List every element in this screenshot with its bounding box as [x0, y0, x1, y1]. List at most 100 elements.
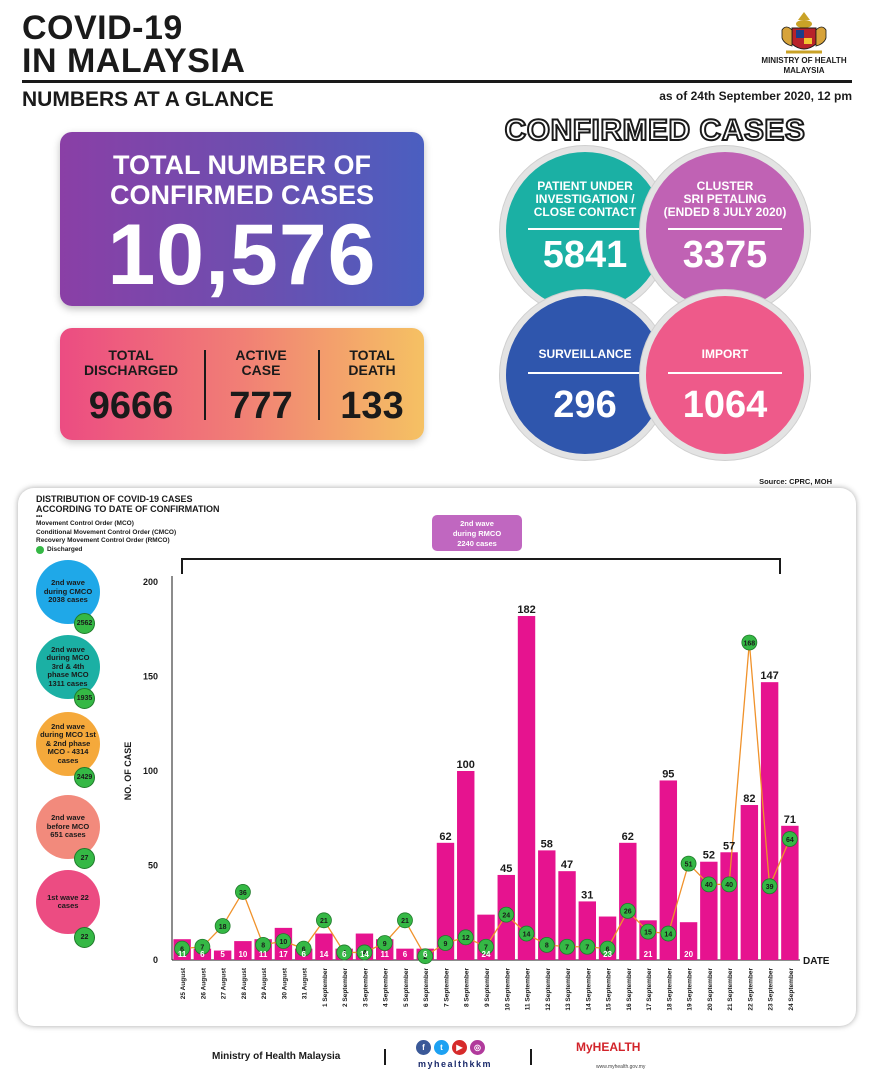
discharged-value-label: 36 — [239, 890, 247, 897]
bar-value-label: 6 — [403, 950, 408, 959]
twitter-icon[interactable]: t — [434, 1040, 449, 1055]
stat-discharged-label: TOTAL DISCHARGED — [60, 348, 202, 378]
discharged-point — [559, 938, 575, 955]
x-tick-label: 31 August — [302, 967, 309, 999]
x-tick-label: 18 September — [666, 968, 673, 1011]
circle-divider — [528, 228, 642, 230]
bar-value-label: 6 — [423, 950, 428, 959]
legend-mco: Movement Control Order (MCO) — [36, 520, 134, 527]
wave-badge-first-wave: 22 — [74, 927, 95, 948]
x-tick-label: 2 September — [342, 968, 349, 1007]
youtube-icon[interactable]: ▶ — [452, 1040, 467, 1055]
discharged-point — [336, 944, 353, 961]
stat-label-line-1: ACTIVE — [235, 347, 287, 363]
circle-investigation-value: 5841 — [542, 234, 628, 276]
circle-cluster: CLUSTER SRI PETALING (ENDED 8 JULY 2020)… — [640, 146, 810, 316]
wave-circle-first-wave: 1st wave 22 cases — [36, 870, 100, 934]
social-icons: f t ▶ ◎ — [416, 1040, 485, 1055]
x-tick-label: 13 September — [565, 968, 572, 1011]
discharged-point — [397, 912, 413, 929]
discharged-value-label: 8 — [545, 943, 549, 950]
legend-dots: ••• — [36, 514, 43, 520]
chart-bar — [234, 941, 252, 960]
x-tick-label: 22 September — [747, 968, 754, 1011]
as-of-timestamp: as of 24th September 2020, 12 pm — [659, 89, 852, 103]
discharged-point — [235, 884, 251, 900]
circle-import: IMPORT 1064 — [640, 290, 810, 460]
discharged-point — [457, 929, 474, 946]
stat-death-value: 133 — [340, 385, 404, 427]
stat-label-line-2: CASE — [241, 362, 281, 378]
circle-surveillance-value: 296 — [553, 384, 617, 426]
discharged-point — [700, 876, 717, 893]
bar-value-label: 62 — [622, 831, 634, 843]
y-tick-label: 100 — [143, 766, 158, 776]
chart-bar — [700, 861, 718, 960]
discharged-value-label: 21 — [320, 918, 328, 925]
chart-title: DISTRIBUTION OF COVID-19 CASES ACCORDING… — [36, 494, 220, 514]
discharged-value-label: 2 — [423, 954, 427, 961]
circle-surveillance-label: SURVEILLANCE — [538, 347, 632, 361]
summary-stats-card: TOTAL DISCHARGED 9666 ACTIVE CASE 777 TO… — [60, 328, 424, 440]
discharged-value-label: 4 — [342, 950, 346, 957]
circle-investigation-label: PATIENT UNDER INVESTIGATION / CLOSE CONT… — [516, 180, 654, 219]
x-tick-label: 15 September — [606, 968, 613, 1011]
footer-divider — [530, 1049, 532, 1065]
stat-active: ACTIVE CASE 777 — [206, 328, 316, 440]
bar-value-label: 10 — [238, 950, 247, 959]
x-tick-label: 21 September — [727, 968, 734, 1011]
bar-value-label: 6 — [200, 950, 205, 959]
discharged-point — [640, 923, 656, 940]
discharged-value-label: 6 — [302, 946, 306, 953]
stat-death-label: TOTAL DEATH — [322, 348, 422, 378]
instagram-icon[interactable]: ◎ — [470, 1040, 485, 1055]
bar-value-label: 58 — [541, 838, 553, 850]
discharged-point — [619, 902, 636, 919]
confirmed-cases-title: CONFIRMED CASES — [504, 113, 806, 148]
discharged-point — [579, 938, 596, 955]
header-divider — [22, 80, 852, 83]
footer-ministry: Ministry of Health Malaysia — [212, 1051, 341, 1062]
wave-circle-cmco: 2nd wave during CMCO 2038 cases — [36, 560, 100, 624]
y-tick-label: 0 — [153, 955, 158, 965]
chart-bar — [457, 771, 475, 960]
x-tick-label: 14 September — [585, 968, 592, 1011]
x-tick-label: 24 September — [788, 968, 795, 1011]
stat-divider — [318, 350, 320, 420]
discharged-value-label: 40 — [705, 882, 713, 889]
rmco-bracket — [181, 558, 781, 574]
bar-value-label: 24 — [482, 950, 491, 959]
total-label-line-1: TOTAL NUMBER OF — [113, 150, 371, 180]
wave-tag-line-3: 2240 cases — [457, 539, 497, 548]
circle-divider — [668, 372, 782, 374]
bar-value-label: 147 — [760, 670, 778, 682]
discharged-value-label: 7 — [200, 945, 204, 952]
circle-label-line-2: SRI PETALING — [683, 192, 767, 206]
chart-bar — [740, 805, 759, 960]
x-tick-label: 12 September — [545, 968, 552, 1011]
x-tick-label: 9 September — [484, 968, 491, 1007]
x-tick-label: 25 August — [180, 967, 187, 999]
total-confirmed-label: TOTAL NUMBER OF CONFIRMED CASES — [60, 150, 424, 210]
discharged-value-label: 64 — [786, 837, 794, 844]
bar-value-label: 71 — [784, 814, 796, 826]
myhealth-logo: MyHEALTH — [576, 1040, 641, 1054]
footer-divider — [384, 1049, 386, 1065]
circle-divider — [528, 372, 642, 374]
discharged-value-label: 9 — [383, 941, 387, 948]
discharged-point — [356, 944, 373, 961]
bar-value-label: 20 — [684, 950, 693, 959]
rmco-wave-tag: 2nd wave during RMCO 2240 cases — [432, 515, 522, 551]
stat-active-label: ACTIVE CASE — [206, 348, 316, 378]
discharged-point — [417, 948, 434, 965]
stat-active-value: 777 — [229, 385, 293, 427]
discharged-value-label: 7 — [565, 945, 569, 952]
facebook-icon[interactable]: f — [416, 1040, 431, 1055]
title-line-1: COVID-19 — [22, 9, 183, 47]
discharged-value-label: 24 — [502, 912, 510, 919]
discharged-value-label: 6 — [180, 946, 184, 953]
discharged-value-label: 12 — [462, 935, 470, 942]
total-confirmed-value: 10,576 — [107, 207, 377, 303]
